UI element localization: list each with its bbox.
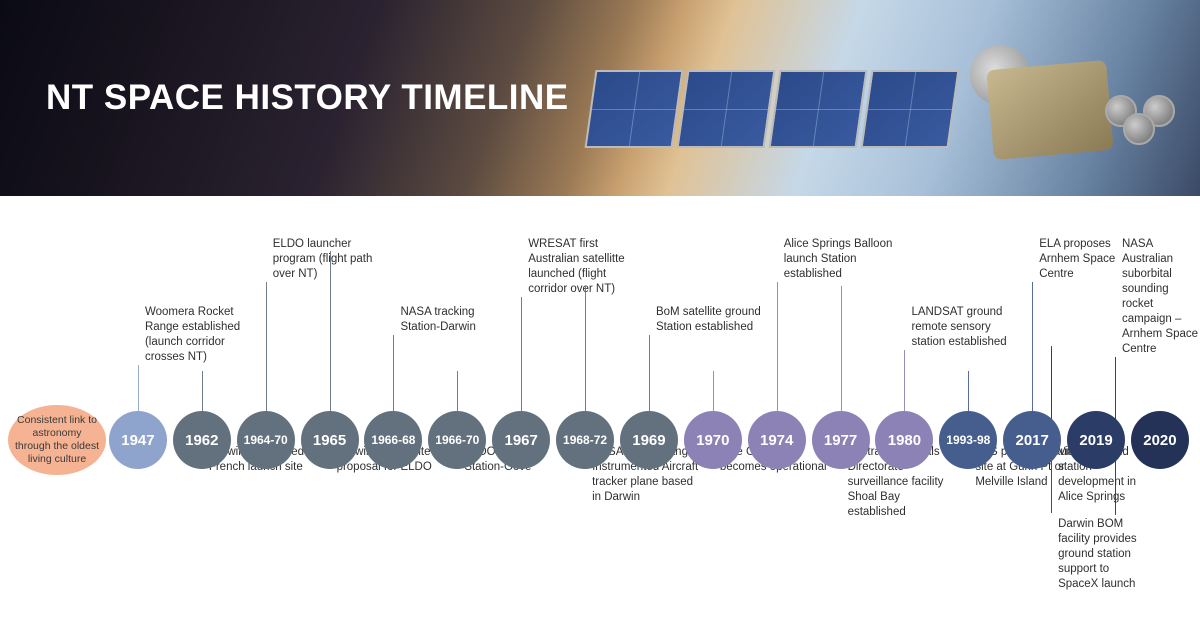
timeline-node: 1967WRESAT first Australian satellitte l…	[489, 411, 553, 469]
timeline-node: 2020NASA Australian suborbital sounding …	[1128, 411, 1192, 469]
timeline-label: WRESAT first Australian satellitte launc…	[521, 237, 641, 297]
year-marker: 1965	[301, 411, 359, 469]
timeline-anchor: Consistent link to astronomy through the…	[8, 405, 106, 475]
timeline-node: 1993-98STS proposes launch site at Gunn …	[936, 411, 1000, 469]
timeline-node: 1977Australian Signals Directorate surve…	[809, 411, 873, 469]
timeline-node: 1980LANDSAT ground remote sensory statio…	[873, 411, 937, 469]
year-marker: 2019	[1067, 411, 1125, 469]
timeline-label: BoM satellite ground Station established	[649, 305, 769, 335]
timeline-node: 1970Pine Gap facility becomes operationa…	[681, 411, 745, 469]
timeline-label: LANDSAT ground remote sensory station es…	[904, 305, 1024, 350]
timeline-node: 1947Woomera Rocket Range established (la…	[106, 411, 170, 469]
year-marker: 2017	[1003, 411, 1061, 469]
year-marker: 1968-72	[556, 411, 614, 469]
year-marker: 1966-70	[428, 411, 486, 469]
timeline-label: NASA tracking Station-Darwin	[393, 305, 513, 335]
timeline-label: NASA Australian suborbital sounding rock…	[1115, 237, 1200, 357]
satellite-illustration	[580, 25, 1180, 185]
year-marker: 1977	[812, 411, 870, 469]
year-marker: 2020	[1131, 411, 1189, 469]
timeline-node: 1966-68NASA tracking Station-Darwin	[362, 411, 426, 469]
year-marker: 1969	[620, 411, 678, 469]
timeline-nodes: 1947Woomera Rocket Range established (la…	[106, 411, 1192, 469]
year-marker: 1974	[748, 411, 806, 469]
year-marker: 1980	[875, 411, 933, 469]
timeline-node: 1968-72NASA Apollo Range Instrumented Ai…	[553, 411, 617, 469]
timeline: Consistent link to astronomy through the…	[0, 225, 1200, 625]
timeline-label: Darwin BOM facility provides ground stat…	[1051, 513, 1137, 592]
timeline-node: 2019Viasat ground station development in…	[1064, 411, 1128, 469]
timeline-node: 1962Darwin considered for French launch …	[170, 411, 234, 469]
year-marker: 1964-70	[237, 411, 295, 469]
year-marker: 1970	[684, 411, 742, 469]
timeline-node: 1969BoM satellite ground Station establi…	[617, 411, 681, 469]
timeline-node: 1964-70ELDO launcher program (flight pat…	[234, 411, 298, 469]
timeline-axis: Consistent link to astronomy through the…	[8, 405, 1192, 475]
year-marker: 1993-98	[939, 411, 997, 469]
year-marker: 1947	[109, 411, 167, 469]
year-marker: 1966-68	[364, 411, 422, 469]
timeline-label: ELDO launcher program (flight path over …	[266, 237, 386, 282]
year-marker: 1967	[492, 411, 550, 469]
timeline-label: Alice Springs Balloon launch Station est…	[777, 237, 897, 282]
timeline-node: 1974Alice Springs Balloon launch Station…	[745, 411, 809, 469]
timeline-node: 1966-70ELDO tracking Station-Gove	[425, 411, 489, 469]
hero-banner: NT SPACE HISTORY TIMELINE	[0, 0, 1200, 196]
year-marker: 1962	[173, 411, 231, 469]
timeline-node: 1965Darwin launch site proposal for ELDO	[298, 411, 362, 469]
timeline-label: Woomera Rocket Range established (launch…	[138, 305, 258, 365]
page-title: NT SPACE HISTORY TIMELINE	[46, 78, 569, 118]
